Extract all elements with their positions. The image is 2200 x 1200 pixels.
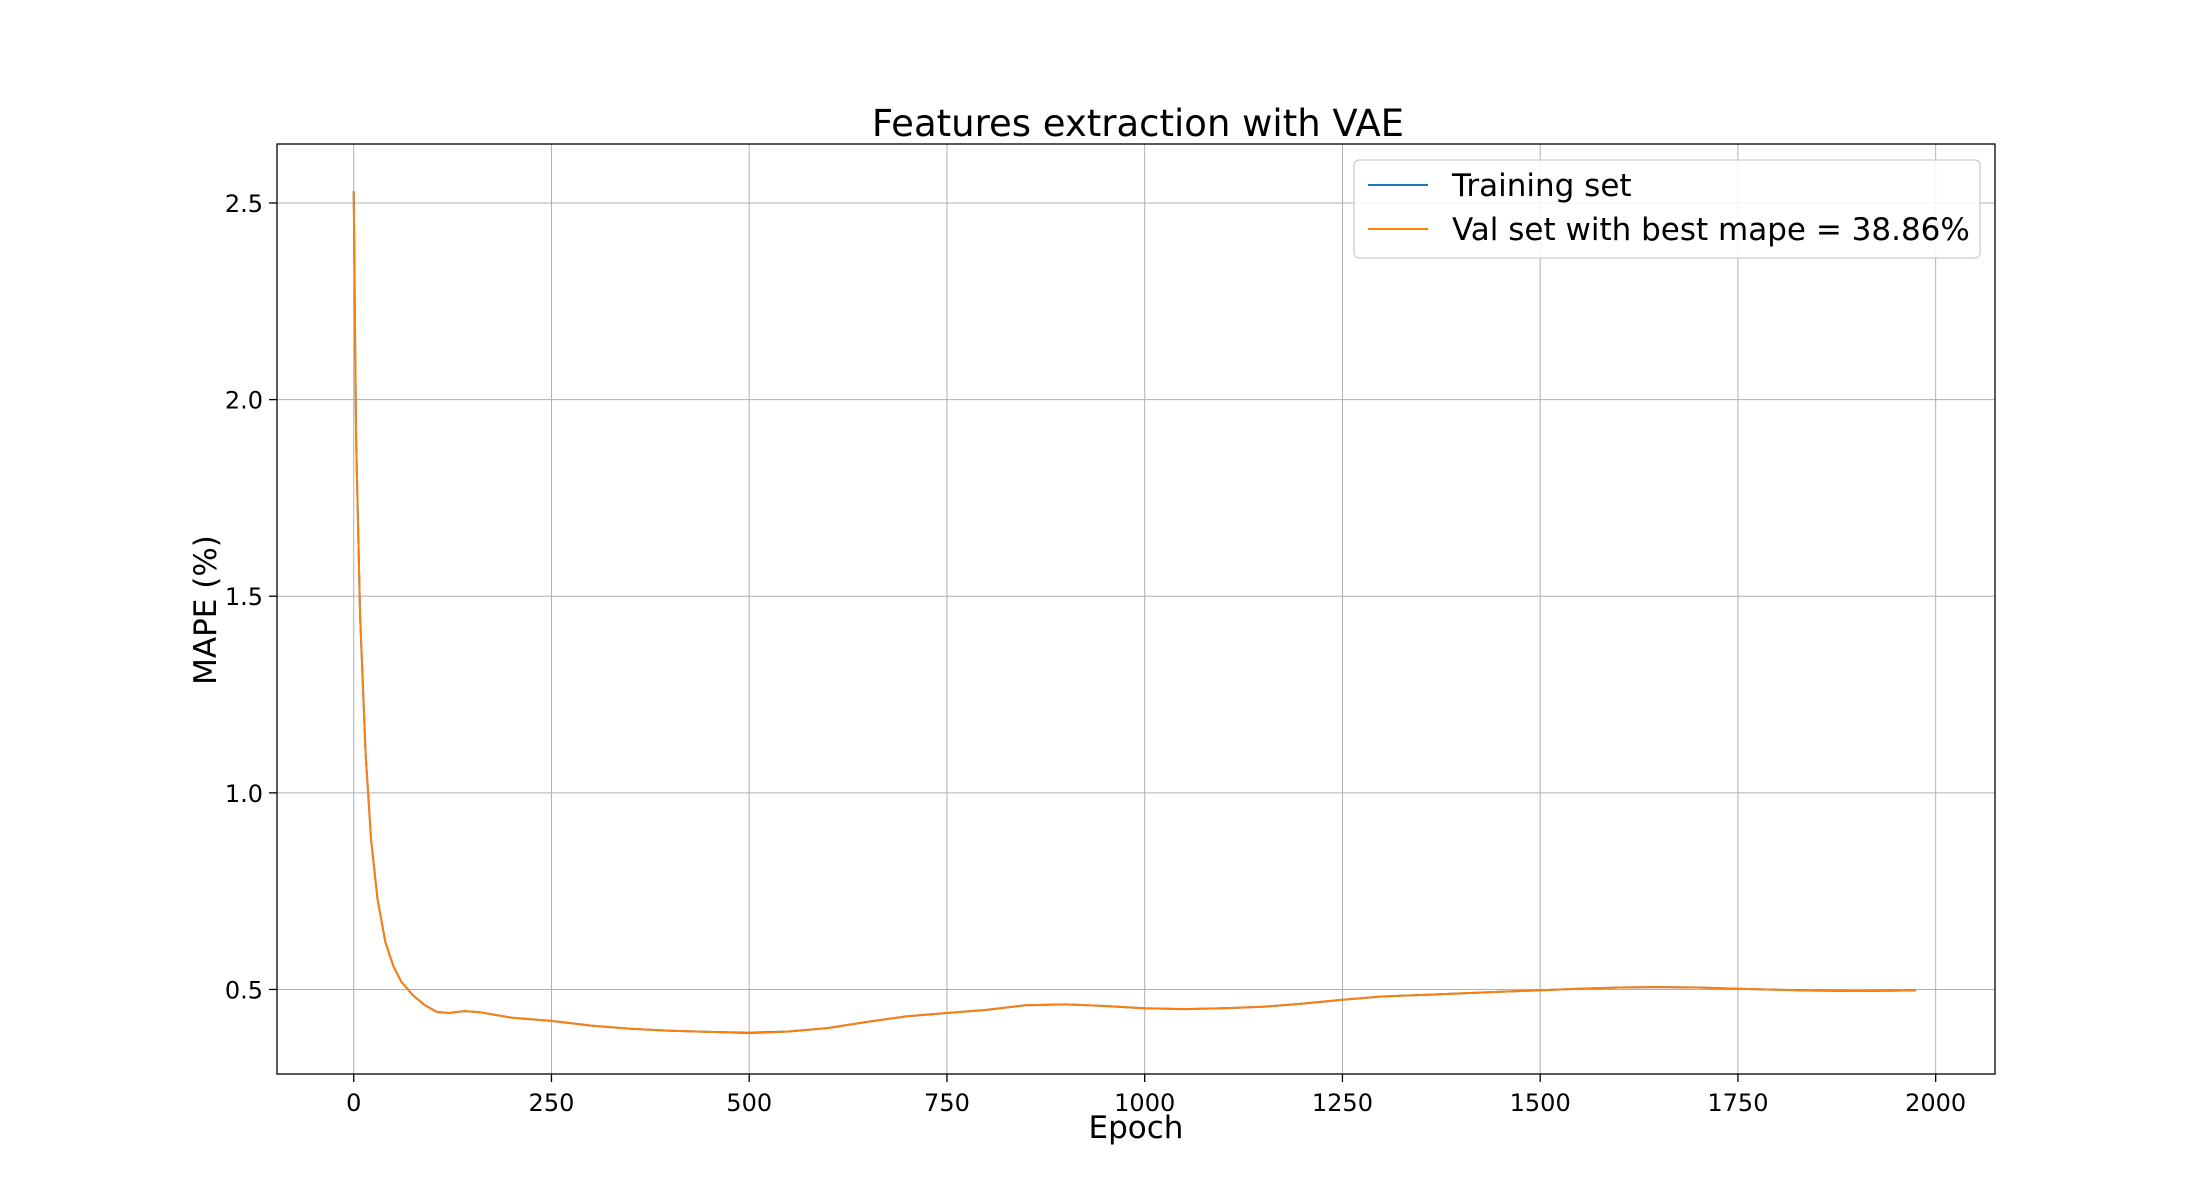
grid (277, 144, 1995, 1074)
x-axis: 0 250 500 750 1000 1250 1500 1750 2000 (346, 1074, 1966, 1117)
y-axis-label: MAPE (%) (188, 535, 224, 685)
x-tick-label: 1250 (1312, 1089, 1373, 1117)
plot-frame (276, 143, 1996, 1075)
y-tick-label: 1.5 (225, 583, 263, 611)
x-tick-label: 250 (529, 1089, 575, 1117)
x-axis-label: Epoch (1089, 1110, 1184, 1146)
x-tick-label: 1000 (1114, 1089, 1175, 1117)
legend-label-training: Training set (1451, 168, 1632, 204)
x-tick-label: 0 (346, 1089, 361, 1117)
y-tick-label: 0.5 (225, 976, 263, 1004)
series-layer (352, 191, 1916, 1035)
x-tick-label: 500 (726, 1089, 772, 1117)
chart-title: Features extraction with VAE (872, 102, 1404, 145)
series-line-1 (352, 191, 1916, 1035)
legend-box (1353, 159, 1981, 259)
legend-label-val: Val set with best mape = 38.86% (1452, 212, 1970, 248)
x-tick-label: 1500 (1510, 1089, 1571, 1117)
y-tick-label: 2.5 (225, 190, 263, 218)
y-tick-label: 1.0 (225, 780, 263, 808)
y-axis: 0.5 1.0 1.5 2.0 2.5 (225, 190, 277, 1004)
y-tick-label: 2.0 (225, 387, 263, 415)
x-tick-label: 750 (924, 1089, 970, 1117)
x-tick-label: 1750 (1707, 1089, 1768, 1117)
x-tick-label: 2000 (1905, 1089, 1966, 1117)
legend: Training set Val set with best mape = 38… (1353, 159, 1981, 259)
